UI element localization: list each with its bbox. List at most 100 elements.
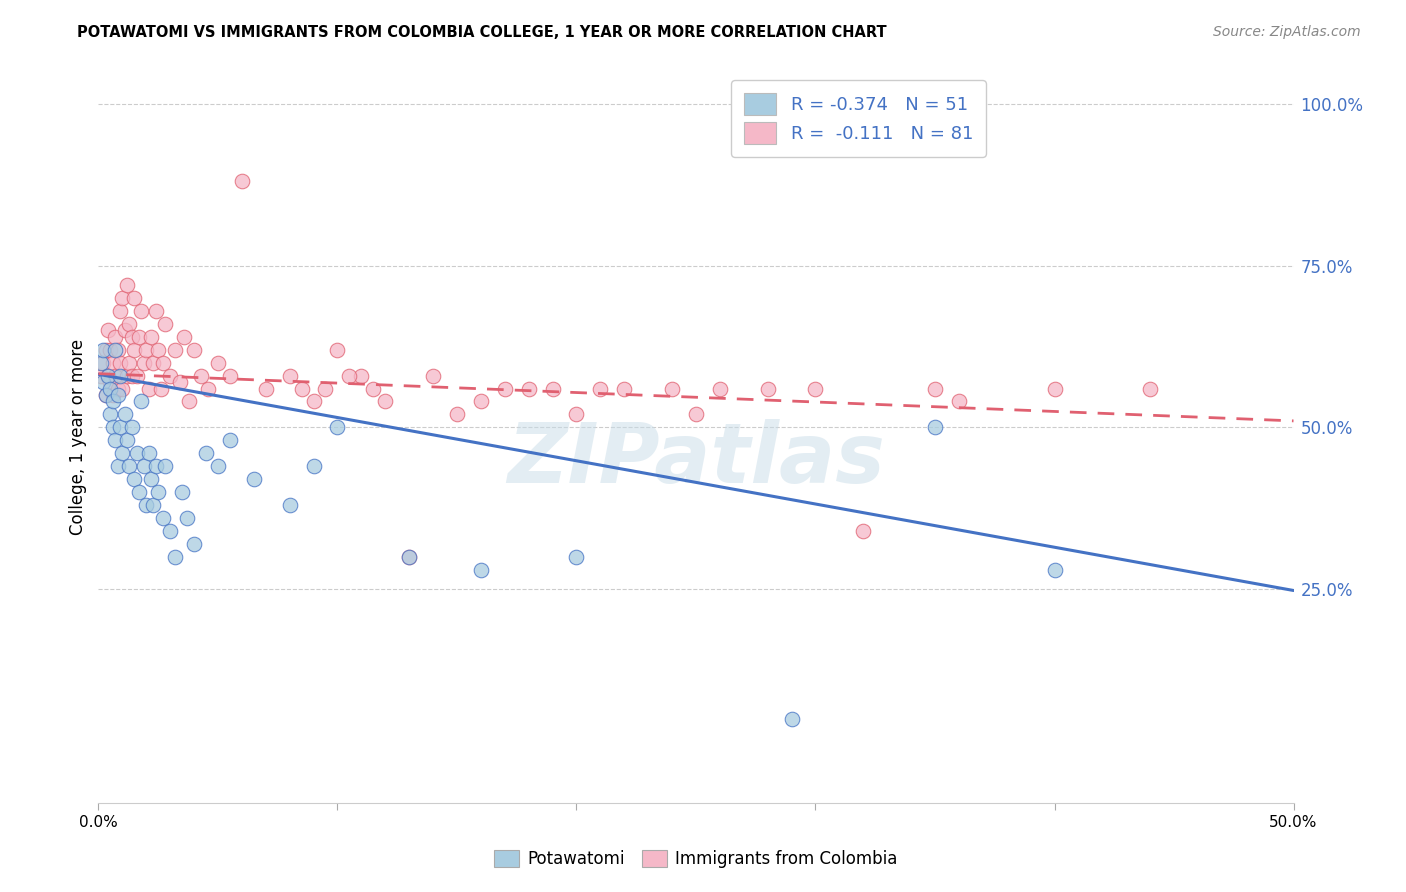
Point (139, 330, 162, 344)
Point (183, 537, 205, 551)
Point (219, 434, 242, 448)
Point (374, 394, 396, 409)
Text: ZIPatlas: ZIPatlas (508, 418, 884, 500)
Point (108, 303, 131, 318)
Point (132, 356, 155, 370)
Point (111, 382, 134, 396)
Point (804, 382, 827, 396)
Point (128, 330, 150, 344)
Point (152, 356, 174, 370)
Point (155, 317, 177, 331)
Point (169, 375, 191, 389)
Text: POTAWATOMI VS IMMIGRANTS FROM COLOMBIA COLLEGE, 1 YEAR OR MORE CORRELATION CHART: POTAWATOMI VS IMMIGRANTS FROM COLOMBIA C… (77, 25, 887, 40)
Text: Source: ZipAtlas.com: Source: ZipAtlas.com (1213, 25, 1361, 39)
Point (115, 434, 138, 448)
Point (101, 394, 124, 409)
Point (494, 382, 516, 396)
Point (121, 368, 143, 383)
Point (470, 394, 492, 409)
Point (118, 356, 141, 370)
Point (1043, 563, 1066, 577)
Point (91, 375, 114, 389)
Point (104, 330, 127, 344)
Point (661, 382, 683, 396)
Point (98, 343, 122, 357)
Point (107, 343, 129, 357)
Point (924, 420, 946, 434)
Point (142, 498, 165, 512)
Point (108, 356, 131, 370)
Point (145, 459, 167, 474)
Point (159, 524, 181, 538)
Point (125, 368, 148, 383)
Point (107, 459, 129, 474)
Point (121, 330, 143, 344)
Point (219, 368, 242, 383)
Point (190, 368, 212, 383)
Point (709, 382, 731, 396)
Point (115, 277, 138, 292)
Point (231, 174, 253, 188)
Point (108, 420, 131, 434)
Point (131, 303, 153, 318)
Point (183, 343, 205, 357)
Point (91, 356, 114, 370)
Point (104, 368, 127, 383)
Point (125, 446, 148, 460)
Point (176, 511, 198, 525)
Point (163, 549, 186, 564)
Point (94, 388, 117, 402)
Point (98, 408, 122, 422)
Point (326, 343, 349, 357)
Point (152, 511, 174, 525)
Point (111, 446, 134, 460)
Point (398, 549, 420, 564)
Point (135, 343, 157, 357)
Point (302, 459, 325, 474)
Point (121, 420, 143, 434)
Point (541, 382, 564, 396)
Point (1043, 382, 1066, 396)
Point (207, 356, 229, 370)
Point (243, 472, 266, 486)
Point (155, 459, 177, 474)
Point (132, 459, 155, 474)
Point (124, 291, 146, 305)
Point (107, 382, 129, 396)
Point (142, 356, 165, 370)
Point (101, 420, 124, 434)
Point (172, 485, 194, 500)
Point (128, 485, 150, 500)
Point (446, 408, 468, 422)
Point (101, 388, 124, 402)
Point (613, 382, 636, 396)
Point (138, 446, 160, 460)
Point (145, 303, 167, 318)
Point (104, 343, 127, 357)
Point (685, 408, 707, 422)
Point (291, 382, 314, 396)
Point (118, 317, 141, 331)
Point (149, 382, 172, 396)
Point (91, 343, 114, 357)
Point (852, 524, 875, 538)
Point (163, 343, 186, 357)
Point (97, 323, 120, 337)
Point (422, 368, 444, 383)
Point (131, 394, 153, 409)
Legend: Potawatomi, Immigrants from Colombia: Potawatomi, Immigrants from Colombia (488, 844, 904, 875)
Point (94, 388, 117, 402)
Point (197, 382, 219, 396)
Point (470, 563, 492, 577)
Point (195, 446, 218, 460)
Point (108, 368, 131, 383)
Point (179, 394, 201, 409)
Point (350, 368, 373, 383)
Point (114, 408, 136, 422)
Point (756, 382, 779, 396)
Point (173, 330, 195, 344)
Point (780, 712, 803, 726)
Point (107, 388, 129, 402)
Point (124, 472, 146, 486)
Point (517, 382, 540, 396)
